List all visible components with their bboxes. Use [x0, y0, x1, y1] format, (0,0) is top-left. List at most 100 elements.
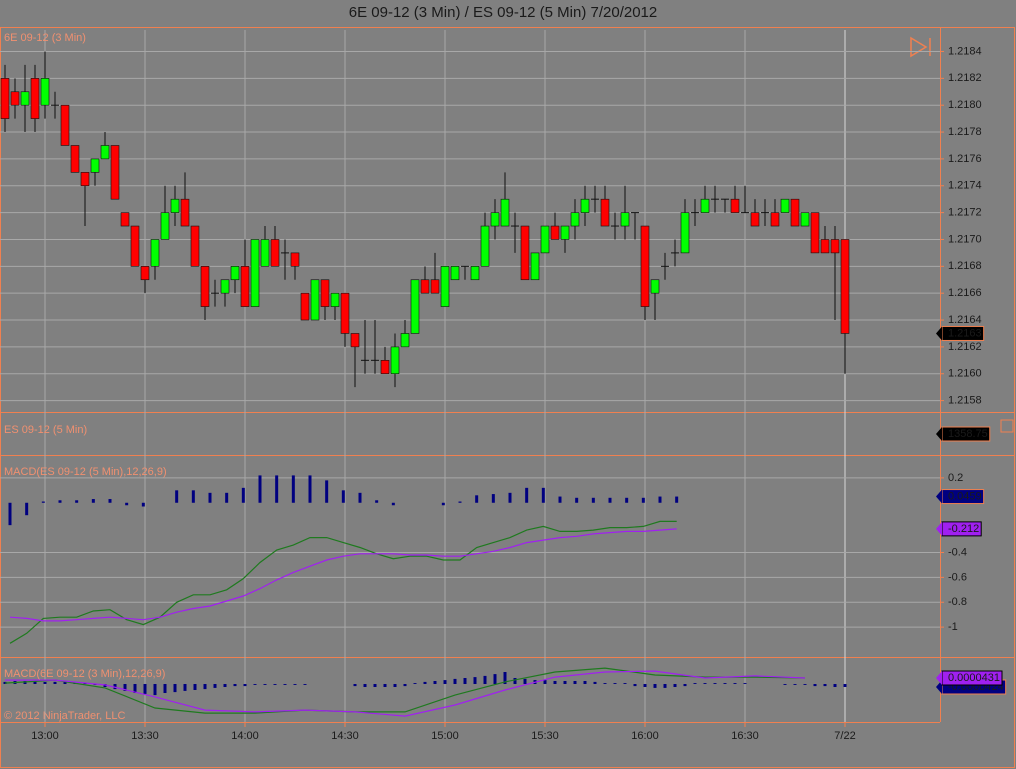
candle-body [230, 266, 240, 281]
candle-body [480, 225, 490, 267]
candle-body [80, 172, 90, 187]
histogram-bar [513, 678, 517, 684]
candle-body [470, 266, 480, 281]
candle-body [600, 198, 610, 227]
candle-body [170, 198, 180, 213]
price-marker: 1.2163 [936, 325, 985, 341]
y-tick-label: 1.2182 [948, 72, 982, 84]
candle-body [530, 252, 540, 281]
histogram-bar [163, 684, 167, 693]
candle-body [200, 266, 210, 307]
histogram-bar [653, 684, 657, 688]
histogram-bar [293, 684, 297, 685]
indicator-line [9, 528, 677, 622]
histogram-bar [175, 490, 179, 503]
price-marker-label: -0.212 [948, 523, 979, 535]
candle-body [70, 145, 80, 173]
histogram-bar [675, 496, 679, 503]
histogram-bar [475, 495, 479, 503]
histogram-bar [523, 678, 527, 684]
candle-body [130, 225, 140, 267]
histogram-bar [213, 684, 217, 688]
price-marker-tip [936, 671, 942, 685]
candle-body [30, 78, 40, 119]
price-marker-label: 0.0459 [948, 490, 982, 502]
histogram-bar [608, 497, 612, 503]
frame [0, 27, 1015, 768]
histogram-bar [43, 681, 47, 684]
candle-body [320, 279, 330, 307]
y-tick-label: 1.2174 [948, 180, 982, 192]
histogram-bar [441, 502, 445, 506]
panel-title: MACD(6E 09-12 (3 Min),12,26,9) [4, 668, 165, 680]
price-marker-tip [936, 326, 942, 341]
histogram-bar [503, 672, 507, 684]
histogram-bar [683, 684, 687, 687]
histogram-bar [373, 684, 377, 687]
histogram-bar [283, 684, 287, 685]
y-tick-label: 1.2162 [948, 341, 982, 353]
histogram-bar [263, 684, 267, 685]
candle-body [140, 266, 150, 281]
histogram-bar [208, 492, 212, 503]
y-tick-label: -1 [948, 621, 958, 633]
indicator-line [4, 667, 806, 714]
histogram-bar [353, 684, 357, 687]
histogram-bar [463, 678, 467, 684]
histogram-bar [443, 680, 447, 684]
price-marker-tip [936, 680, 942, 694]
histogram-bar [833, 684, 837, 687]
histogram-bar [573, 681, 577, 684]
candle-body [420, 279, 430, 294]
histogram-bar [258, 475, 262, 503]
price-marker-label: 1358.75 [948, 428, 988, 440]
candle-body [380, 360, 390, 375]
histogram-bar [25, 502, 29, 516]
y-tick-label: -0.6 [948, 571, 967, 583]
histogram-bar [813, 684, 817, 687]
histogram-bar [33, 681, 37, 684]
histogram-bar [173, 684, 177, 693]
candle-body [780, 198, 790, 213]
candle-body [770, 212, 780, 227]
histogram-bar [223, 684, 227, 687]
histogram-bar [673, 684, 677, 687]
candle-body [390, 346, 400, 375]
candle-body [350, 333, 360, 348]
candle-body [100, 145, 110, 160]
candle-body [450, 266, 460, 281]
histogram-bar [491, 494, 495, 503]
histogram-bar [843, 684, 847, 687]
price-marker-tip [936, 521, 942, 536]
histogram-bar [641, 497, 645, 503]
y-tick-label: 1.2170 [948, 233, 982, 245]
histogram-bar [713, 683, 717, 684]
y-tick-label: 1.2178 [948, 126, 982, 138]
histogram-bar [693, 683, 697, 684]
x-tick-label: 14:30 [331, 730, 359, 742]
histogram-bar [643, 684, 647, 687]
histogram-bar [391, 502, 395, 506]
candle-body [0, 78, 10, 119]
price-marker: 0.0459 [936, 489, 985, 505]
candle-body [40, 78, 50, 106]
candle-body [20, 91, 30, 106]
candle-body [120, 212, 130, 227]
price-marker-label: 1.2163 [948, 327, 982, 339]
candle-body [240, 266, 250, 307]
candle-body [400, 333, 410, 348]
y-tick-label: 1.2168 [948, 260, 982, 272]
histogram-bar [8, 502, 12, 526]
candle-body [790, 198, 800, 227]
candle-body [110, 145, 120, 200]
candle-body [250, 239, 260, 307]
histogram-bar [525, 487, 529, 503]
y-tick-label: 1.2184 [948, 45, 982, 57]
histogram-bar [623, 683, 627, 684]
candle-body [190, 225, 200, 267]
x-tick-label: 13:30 [131, 730, 159, 742]
panel-button[interactable] [1000, 419, 1014, 433]
histogram-bar [241, 487, 245, 503]
candle-body [430, 279, 440, 294]
price-marker-tip [936, 489, 942, 504]
